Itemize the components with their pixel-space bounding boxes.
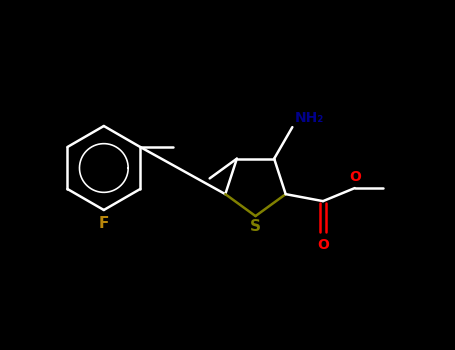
- Text: O: O: [317, 238, 329, 252]
- Text: S: S: [250, 219, 261, 234]
- Text: F: F: [99, 216, 109, 231]
- Text: NH₂: NH₂: [295, 111, 324, 125]
- Text: O: O: [349, 170, 361, 184]
